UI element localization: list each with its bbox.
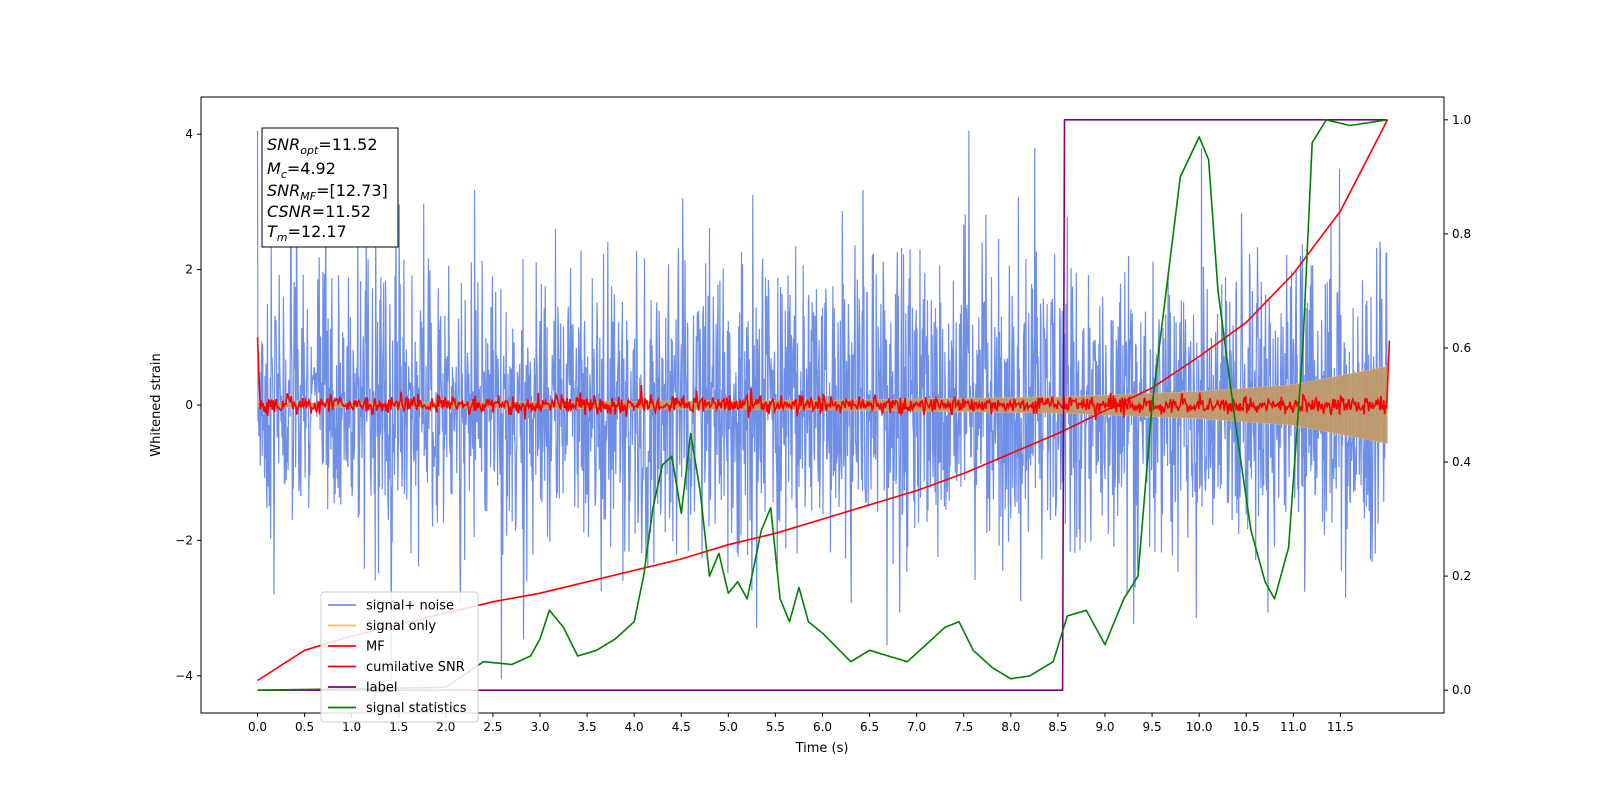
y2-tick-label: 1.0: [1452, 113, 1471, 127]
x-tick-label: 1.5: [389, 720, 408, 734]
legend-label: label: [366, 681, 397, 696]
x-tick-label: 6.0: [813, 720, 832, 734]
x-tick-label: 7.0: [907, 720, 926, 734]
series-signal-statistics: [257, 119, 1388, 691]
x-tick-label: 4.5: [672, 720, 691, 734]
legend-label: signal only: [366, 619, 436, 634]
x-tick-label: 11.5: [1327, 720, 1354, 734]
y2-tick-label: 0.2: [1452, 569, 1471, 583]
legend-label: MF: [366, 640, 385, 655]
x-tick-label: 9.5: [1143, 720, 1162, 734]
legend-label: signal statistics: [366, 701, 467, 716]
y2-tick-label: 0.8: [1452, 227, 1471, 241]
x-tick-label: 8.0: [1001, 720, 1020, 734]
x-tick-label: 3.5: [578, 720, 597, 734]
x-tick-label: 8.5: [1048, 720, 1067, 734]
y-tick-label: 2: [185, 263, 193, 277]
axis-ticks: 0.0 0.5 1.0 1.5 2.0 2.5 3.0 3.5 4.0 4.5 5.0 5.5 6.0 6…: [175, 113, 1471, 734]
stat-snr-opt: SNRopt=11.52: [267, 135, 378, 157]
x-tick-label: 11.0: [1280, 720, 1307, 734]
y2-tick-label: 0.6: [1452, 341, 1471, 355]
y-tick-label: 0: [185, 398, 193, 412]
x-tick-label: 2.5: [483, 720, 502, 734]
x-tick-label: 10.0: [1186, 720, 1213, 734]
x-tick-label: 1.0: [342, 720, 361, 734]
stats-box: SNRopt=11.52 Mc=4.92 SNRMF=[12.73] CSNR=…: [261, 127, 399, 248]
y-tick-label: −4: [175, 669, 193, 683]
y2-tick-label: 0.4: [1452, 455, 1471, 469]
legend: signal+ noise signal only MF cumilative SNR…: [320, 591, 479, 723]
series-label: [257, 119, 1388, 691]
y-axis-label: Whitened strain: [149, 353, 164, 456]
series-mf: [256, 337, 1391, 421]
x-tick-label: 3.0: [530, 720, 549, 734]
x-tick-label: 5.5: [766, 720, 785, 734]
x-tick-label: 0.0: [248, 720, 267, 734]
y2-tick-label: 0.0: [1452, 683, 1471, 697]
y-tick-label: 4: [185, 127, 193, 141]
x-tick-label: 6.5: [860, 720, 879, 734]
stat-mc: Mc=4.92: [267, 159, 336, 181]
series-signal-noise: [256, 130, 1388, 680]
y-tick-label: −2: [175, 533, 193, 547]
x-tick-label: 10.5: [1233, 720, 1260, 734]
stat-csnr: CSNR=11.52: [267, 202, 371, 221]
x-tick-label: 5.0: [719, 720, 738, 734]
x-tick-label: 4.0: [625, 720, 644, 734]
legend-label: cumilative SNR: [366, 660, 465, 675]
x-tick-label: 0.5: [295, 720, 314, 734]
x-tick-label: 7.5: [954, 720, 973, 734]
stat-tm: Tm=12.17: [267, 222, 347, 244]
x-axis-label: Time (s): [795, 741, 849, 756]
stat-snr-mf: SNRMF=[12.73]: [267, 181, 388, 203]
x-tick-label: 2.0: [436, 720, 455, 734]
x-tick-label: 9.0: [1095, 720, 1114, 734]
legend-label: signal+ noise: [366, 599, 454, 614]
